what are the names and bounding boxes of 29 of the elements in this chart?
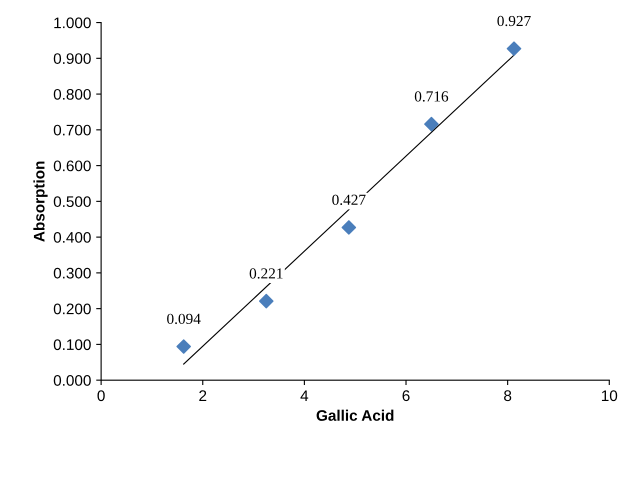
point (258, 294, 274, 308)
y-tick-label: 0.200 (54, 304, 91, 314)
y-tick-label: 0.500 (54, 196, 91, 208)
x-tick-label: 6 (402, 390, 410, 402)
point (424, 116, 439, 132)
data-label: 0.094 (167, 314, 201, 324)
y-tick-label: 0.900 (54, 53, 91, 64)
x-tick-label: 0 (97, 390, 105, 402)
x-tick-label: 10 (602, 390, 618, 402)
data-label: 0.427 (332, 194, 366, 205)
y-tick-label: 0.800 (54, 88, 91, 100)
point (342, 220, 356, 235)
data-label: 0.716 (414, 91, 448, 102)
y-tick-label: 0.100 (54, 339, 91, 350)
y-tick-label: 0.700 (54, 124, 91, 136)
y-tick-label: 0.300 (54, 268, 91, 279)
x-tick-label: 8 (504, 390, 512, 402)
y-tick-label: 1.000 (54, 17, 91, 28)
data-label: 0.927 (497, 16, 531, 26)
y-tick-label: 0.400 (54, 232, 91, 243)
point (176, 339, 191, 354)
x-tick-label: 4 (300, 390, 308, 401)
y-tick-label: 0.600 (54, 160, 91, 172)
y-tick-label: 0.000 (54, 375, 91, 386)
data-label: 0.221 (250, 268, 283, 279)
y-axis-title: Absorption (33, 162, 48, 242)
point (506, 41, 522, 56)
x-axis-title: Gallic Acid (316, 410, 394, 421)
x-tick-label: 2 (199, 390, 206, 401)
